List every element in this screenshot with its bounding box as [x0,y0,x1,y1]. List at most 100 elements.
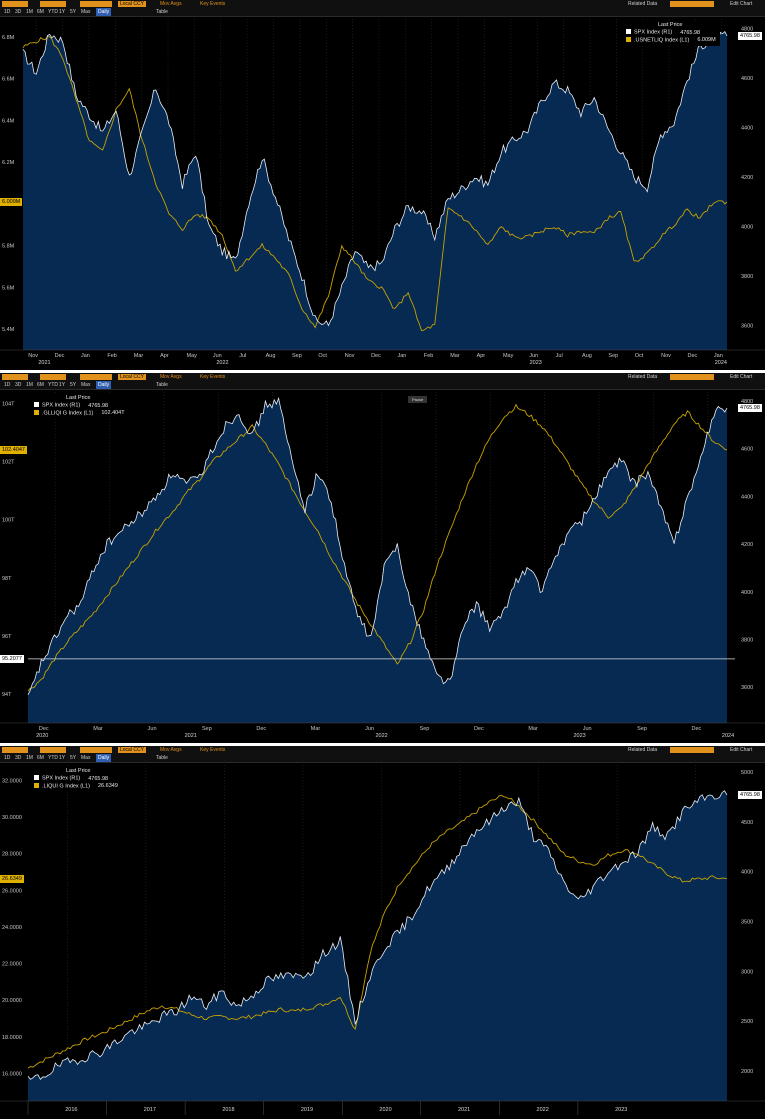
start-date-field[interactable] [2,374,28,380]
chart-toolbar: Local CCY Mov Avgs Key Events Related Data E… [0,373,765,390]
range-button-1y[interactable]: 1Y [59,755,66,761]
range-button-max[interactable]: Max [81,382,91,388]
range-button-1y[interactable]: 1Y [59,9,66,15]
right-axis-tick: 4400 [741,494,753,500]
last-price-select[interactable] [80,374,112,380]
edit-chart-button[interactable]: Edit Chart [730,1,753,7]
range-button-1y[interactable]: 1Y [59,382,66,388]
legend-header: Last Price [66,768,91,774]
month-label: Jun [365,726,374,732]
mov-avgs-button[interactable]: Mov Avgs [160,374,182,380]
table-button[interactable]: Table [156,9,168,15]
mov-avgs-button[interactable]: Mov Avgs [160,1,182,7]
left-axis-tick: 18.0000 [2,1035,22,1041]
toolbar-search-field[interactable] [670,1,714,7]
range-button-1m[interactable]: 1M [26,382,33,388]
end-date-field[interactable] [40,374,66,380]
month-label: Jul [239,353,246,359]
range-button-3d[interactable]: 3D [15,382,22,388]
period-select[interactable]: Daily [96,754,112,762]
key-events-button[interactable]: Key Events [200,374,226,380]
spx-line [27,790,728,1080]
end-date-field[interactable] [40,1,66,7]
range-button-5y[interactable]: 5Y [70,755,77,761]
left-axis-tick: 26.0000 [2,888,22,894]
year-label: 2021 [38,360,50,366]
last-price-select[interactable] [80,1,112,7]
range-button-1m[interactable]: 1M [26,755,33,761]
right-axis-tick: 4600 [741,447,753,453]
month-label: Dec [55,353,65,359]
month-label: Mar [134,353,144,359]
month-label: Oct [318,353,327,359]
key-events-button[interactable]: Key Events [200,747,226,753]
left-axis-tick: 104T [2,402,15,408]
left-axis-tick: 24.0000 [2,925,22,931]
spx-area [28,398,727,723]
range-button-5y[interactable]: 5Y [70,382,77,388]
range-button-5y[interactable]: 5Y [70,9,77,15]
left-axis-tick: 30.0000 [2,815,22,821]
right-axis-tick: 2500 [741,1019,753,1025]
key-events-button[interactable]: Key Events [200,1,226,7]
left-axis-tick: 96T [2,634,12,640]
end-date-field[interactable] [40,747,66,753]
range-button-1d[interactable]: 1D [4,9,11,15]
currency-select[interactable]: Local CCY [118,1,146,7]
currency-select[interactable]: Local CCY [118,747,146,753]
last-price-select[interactable] [80,747,112,753]
month-label: Sep [637,726,647,732]
range-button-max[interactable]: Max [81,9,91,15]
pause-badge[interactable]: Pause [408,396,428,403]
legend-value: 102.404T [101,410,125,416]
range-button-3d[interactable]: 3D [15,9,22,15]
right-last-value-tag: 4765.98 [738,31,762,40]
table-button[interactable]: Table [156,382,168,388]
left-axis-tick: 6.6M [2,77,15,83]
related-data-button[interactable]: Related Data [628,1,658,7]
range-button-6m[interactable]: 6M [37,382,44,388]
month-label: Aug [582,353,592,359]
chart-legend: Last Price SPX Index (R1) 4765.98 .LIQUI G … [30,766,122,792]
currency-select[interactable]: Local CCY [118,374,146,380]
range-button-1d[interactable]: 1D [4,382,11,388]
related-data-button[interactable]: Related Data [628,747,658,753]
range-button-ytd[interactable]: YTD [48,755,58,761]
legend-value: 4765.98 [680,29,701,36]
right-last-value-tag: 4765.98 [738,790,762,799]
month-label: Mar [93,726,103,732]
start-date-field[interactable] [2,747,28,753]
left-axis-tick: 16.0000 [2,1072,22,1078]
year-label: 2024 [715,360,727,366]
month-label: Mar [450,353,460,359]
edit-chart-button[interactable]: Edit Chart [730,747,753,753]
range-button-max[interactable]: Max [81,755,91,761]
range-button-1d[interactable]: 1D [4,755,11,761]
right-axis-tick: 4000 [741,224,753,230]
period-select[interactable]: Daily [96,8,112,16]
legend-header: Last Price [658,22,683,28]
month-label: Aug [266,353,276,359]
legend-swatch [34,782,39,788]
year-label: 2016 [65,1107,77,1113]
table-button[interactable]: Table [156,755,168,761]
edit-chart-button[interactable]: Edit Chart [730,374,753,380]
chart-toolbar: Local CCY Mov Avgs Key Events Related Data E… [0,746,765,763]
year-label: 2020 [379,1107,391,1113]
range-button-3d[interactable]: 3D [15,755,22,761]
range-button-6m[interactable]: 6M [37,755,44,761]
year-label: 2023 [615,1107,627,1113]
liquidity-index-line [27,403,728,692]
range-button-1m[interactable]: 1M [26,9,33,15]
start-date-field[interactable] [2,1,28,7]
range-button-ytd[interactable]: YTD [48,9,58,15]
toolbar-search-field[interactable] [670,374,714,380]
range-button-ytd[interactable]: YTD [48,382,58,388]
mov-avgs-button[interactable]: Mov Avgs [160,747,182,753]
range-button-6m[interactable]: 6M [37,9,44,15]
month-label: Feb [424,353,433,359]
right-last-value-tag: 4765.98 [738,404,762,413]
related-data-button[interactable]: Related Data [628,374,658,380]
toolbar-search-field[interactable] [670,747,714,753]
period-select[interactable]: Daily [96,381,112,389]
